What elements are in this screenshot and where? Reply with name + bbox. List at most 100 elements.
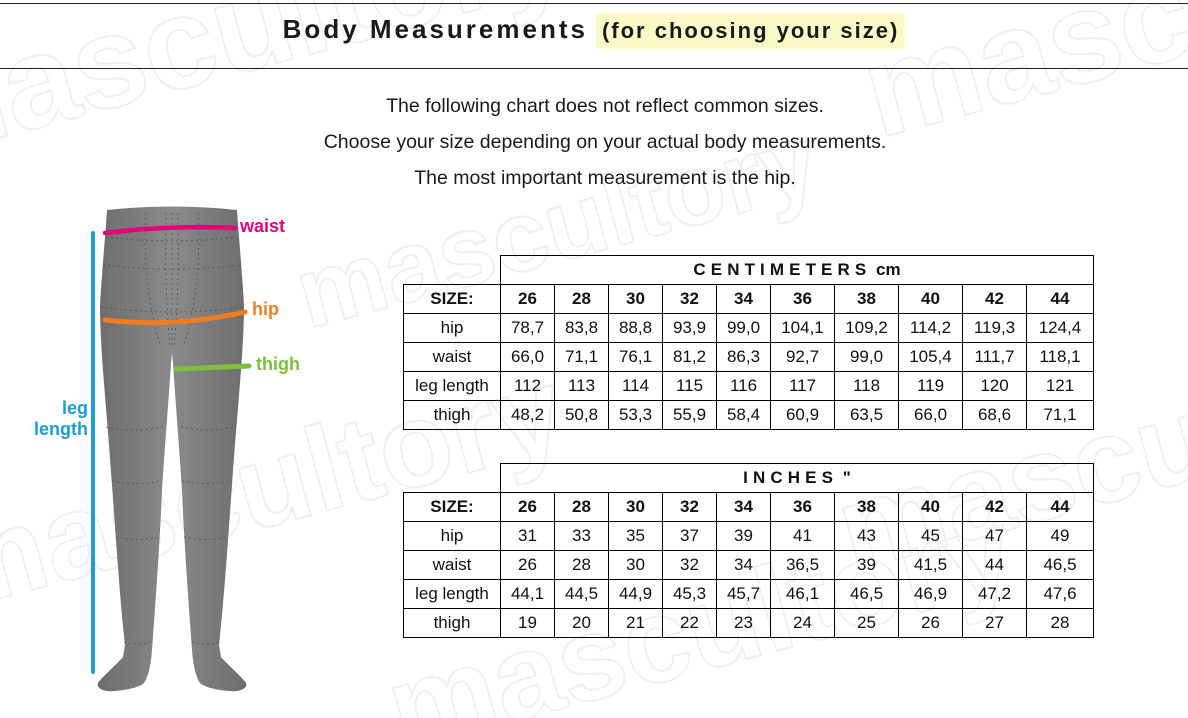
centimeters-measurement-value: 88,8 — [608, 313, 663, 343]
centimeters-measurement-value: 111,7 — [962, 342, 1027, 372]
inches-measurement-value: 20 — [554, 608, 609, 638]
centimeters-measurement-value: 68,6 — [962, 400, 1027, 430]
centimeters-size-row-label: SIZE: — [403, 284, 501, 314]
centimeters-measurement-value: 116 — [716, 371, 771, 401]
centimeters-measurement-value: 66,0 — [500, 342, 555, 372]
centimeters-measurement-value: 104,1 — [770, 313, 835, 343]
leg-length-label: leg length — [34, 398, 88, 439]
inches-measurement-value: 22 — [662, 608, 717, 638]
inches-row-leg-length: leg length 44,1 44,5 44,9 45,3 45,7 46,1 46,5 46… — [403, 579, 1094, 609]
inches-measurement-value: 37 — [662, 521, 717, 551]
intro-line-1: The following chart does not reflect com… — [386, 95, 824, 117]
inches-measurement-value: 31 — [500, 521, 555, 551]
centimeters-size-36: 36 — [770, 284, 835, 314]
inches-measurement-label: hip — [403, 521, 501, 551]
centimeters-row-leg-length: leg length 112 113 114 115 116 117 118 119 120 121 — [403, 371, 1094, 401]
inches-size-28: 28 — [554, 492, 609, 522]
centimeters-measurement-value: 71,1 — [554, 342, 609, 372]
centimeters-size-row: SIZE: 26 28 30 32 34 36 38 40 42 44 — [403, 284, 1094, 314]
centimeters-measurement-value: 119 — [898, 371, 963, 401]
inches-measurement-value: 21 — [608, 608, 663, 638]
centimeters-table: CENTIMETERS cm SIZE: 26 28 30 32 34 36 38 40 42 44 h… — [403, 255, 1094, 430]
inches-measurement-label: thigh — [403, 608, 501, 638]
centimeters-row-waist: waist 66,0 71,1 76,1 81,2 86,3 92,7 99,0 105,4 11… — [403, 342, 1094, 372]
inches-measurement-value: 25 — [834, 608, 899, 638]
centimeters-measurement-value: 119,3 — [962, 313, 1027, 343]
measurement-figure: waist hip thigh leg length — [0, 0, 370, 718]
centimeters-measurement-value: 93,9 — [662, 313, 717, 343]
inches-measurement-value: 45,3 — [662, 579, 717, 609]
top-divider-line — [0, 3, 1188, 4]
inches-measurement-value: 36,5 — [770, 550, 835, 580]
inches-size-44: 44 — [1026, 492, 1094, 522]
centimeters-measurement-label: leg length — [403, 371, 501, 401]
inches-size-26: 26 — [500, 492, 555, 522]
inches-row-waist: waist 26 28 30 32 34 36,5 39 41,5 44 46,5 — [403, 550, 1094, 580]
centimeters-measurement-value: 71,1 — [1026, 400, 1094, 430]
inches-measurement-value: 19 — [500, 608, 555, 638]
inches-measurement-value: 28 — [1026, 608, 1094, 638]
inches-measurement-value: 26 — [898, 608, 963, 638]
page-title-main: Body Measurements — [282, 14, 588, 44]
inches-row-thigh: thigh 19 20 21 22 23 24 25 26 27 28 — [403, 608, 1094, 638]
inches-measurement-value: 45,7 — [716, 579, 771, 609]
inches-corner-spacer — [404, 464, 501, 493]
inches-measurement-value: 46,5 — [834, 579, 899, 609]
inches-measurement-value: 49 — [1026, 521, 1094, 551]
centimeters-measurement-value: 105,4 — [898, 342, 963, 372]
centimeters-measurement-value: 83,8 — [554, 313, 609, 343]
centimeters-size-26: 26 — [500, 284, 555, 314]
inches-measurement-value: 45 — [898, 521, 963, 551]
inches-measurement-value: 32 — [662, 550, 717, 580]
page-title-highlight: (for choosing your size) — [595, 13, 906, 49]
inches-measurement-value: 30 — [608, 550, 663, 580]
centimeters-measurement-value: 60,9 — [770, 400, 835, 430]
centimeters-size-40: 40 — [898, 284, 963, 314]
centimeters-measurement-value: 55,9 — [662, 400, 717, 430]
centimeters-measurement-value: 117 — [770, 371, 835, 401]
centimeters-measurement-value: 121 — [1026, 371, 1094, 401]
centimeters-measurement-value: 124,4 — [1026, 313, 1094, 343]
centimeters-measurement-value: 118,1 — [1026, 342, 1094, 372]
inches-measurement-value: 47,6 — [1026, 579, 1094, 609]
centimeters-measurement-value: 115 — [662, 371, 717, 401]
inches-measurement-value: 27 — [962, 608, 1027, 638]
inches-measurement-value: 47 — [962, 521, 1027, 551]
centimeters-measurement-value: 113 — [554, 371, 609, 401]
centimeters-size-30: 30 — [608, 284, 663, 314]
inches-measurement-value: 44,9 — [608, 579, 663, 609]
mannequin-legs-image — [91, 206, 252, 692]
centimeters-row-thigh: thigh 48,2 50,8 53,3 55,9 58,4 60,9 63,5 66,0 68,… — [403, 400, 1094, 430]
inches-measurement-label: leg length — [403, 579, 501, 609]
inches-measurement-value: 47,2 — [962, 579, 1027, 609]
inches-measurement-value: 33 — [554, 521, 609, 551]
inches-size-34: 34 — [716, 492, 771, 522]
inches-measurement-value: 46,9 — [898, 579, 963, 609]
inches-measurement-value: 28 — [554, 550, 609, 580]
centimeters-unit-header: CENTIMETERS cm — [500, 255, 1094, 285]
centimeters-measurement-value: 118 — [834, 371, 899, 401]
centimeters-measurement-label: waist — [403, 342, 501, 372]
inches-measurement-label: waist — [403, 550, 501, 580]
inches-size-42: 42 — [962, 492, 1027, 522]
thigh-label: thigh — [256, 354, 300, 374]
inches-measurement-value: 39 — [834, 550, 899, 580]
centimeters-measurement-value: 58,4 — [716, 400, 771, 430]
inches-measurement-value: 44,1 — [500, 579, 555, 609]
intro-line-3: The most important measurement is the hi… — [414, 167, 796, 189]
centimeters-measurement-value: 76,1 — [608, 342, 663, 372]
centimeters-size-34: 34 — [716, 284, 771, 314]
inches-measurement-value: 39 — [716, 521, 771, 551]
intro-text: The following chart does not reflect com… — [0, 88, 1188, 196]
inches-measurement-value: 41 — [770, 521, 835, 551]
centimeters-measurement-value: 50,8 — [554, 400, 609, 430]
centimeters-size-32: 32 — [662, 284, 717, 314]
centimeters-size-28: 28 — [554, 284, 609, 314]
inches-size-38: 38 — [834, 492, 899, 522]
centimeters-measurement-value: 99,0 — [716, 313, 771, 343]
inches-measurement-value: 35 — [608, 521, 663, 551]
waist-label: waist — [240, 216, 286, 236]
inches-unit-header: INCHES " — [500, 463, 1094, 493]
inches-size-36: 36 — [770, 492, 835, 522]
